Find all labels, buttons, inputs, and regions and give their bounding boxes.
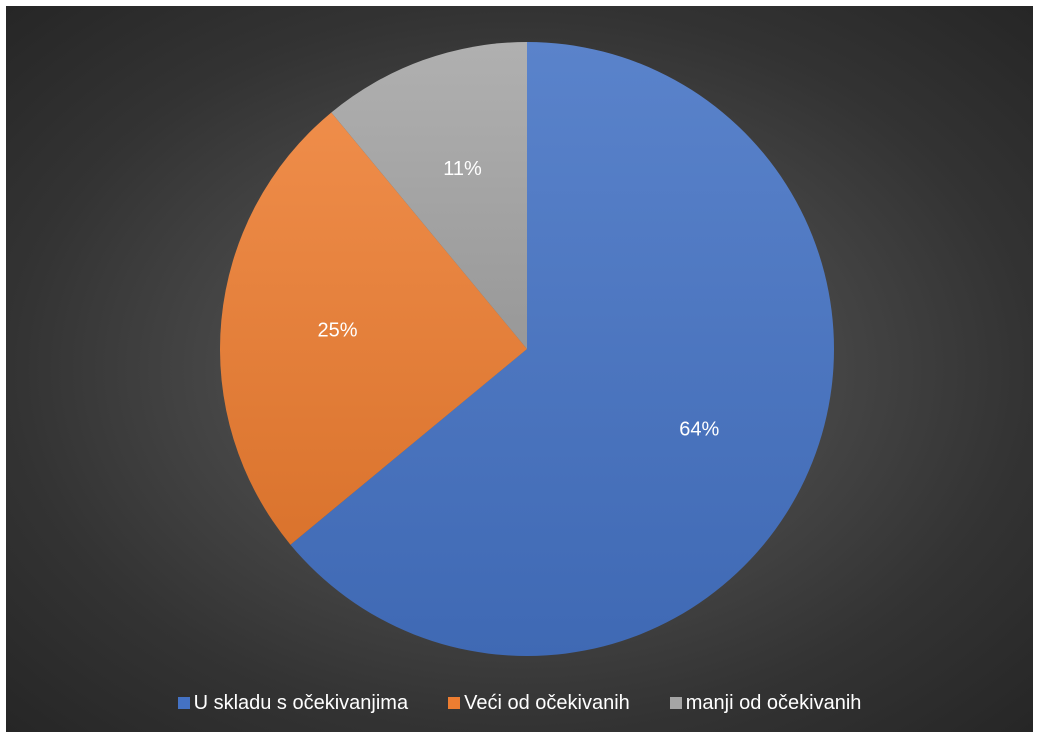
legend-swatch-2 <box>669 697 682 709</box>
legend: U skladu s očekivanjima Veći od očekivan… <box>6 690 1033 716</box>
slice-label-2: 11% <box>443 158 482 180</box>
pie-chart: 64% 25% 11% <box>220 42 835 656</box>
slice-labels: 64% 25% 11% <box>317 158 719 440</box>
chart-area: 64% 25% 11% U skladu s očekivanjima Veći o… <box>6 6 1033 732</box>
legend-label-2: manji od očekivanih <box>685 691 862 714</box>
slice-label-1: 25% <box>317 319 357 341</box>
pie-slice-1 <box>220 112 528 545</box>
pie-slice-2 <box>331 42 527 349</box>
slice-label-0: 64% <box>679 418 719 440</box>
legend-label-1: Veći od očekivanih <box>464 691 630 714</box>
legend-swatch-1 <box>448 697 461 709</box>
legend-label-0: U skladu s očekivanjima <box>193 691 409 714</box>
legend-item-1: Veći od očekivanih <box>448 692 630 715</box>
legend-item-0: U skladu s očekivanjima <box>177 691 409 715</box>
pie-slice-0 <box>290 42 835 656</box>
pie-slices <box>220 42 835 656</box>
legend-swatch-0 <box>177 697 190 709</box>
legend-item-2: manji od očekivanih <box>669 691 862 715</box>
